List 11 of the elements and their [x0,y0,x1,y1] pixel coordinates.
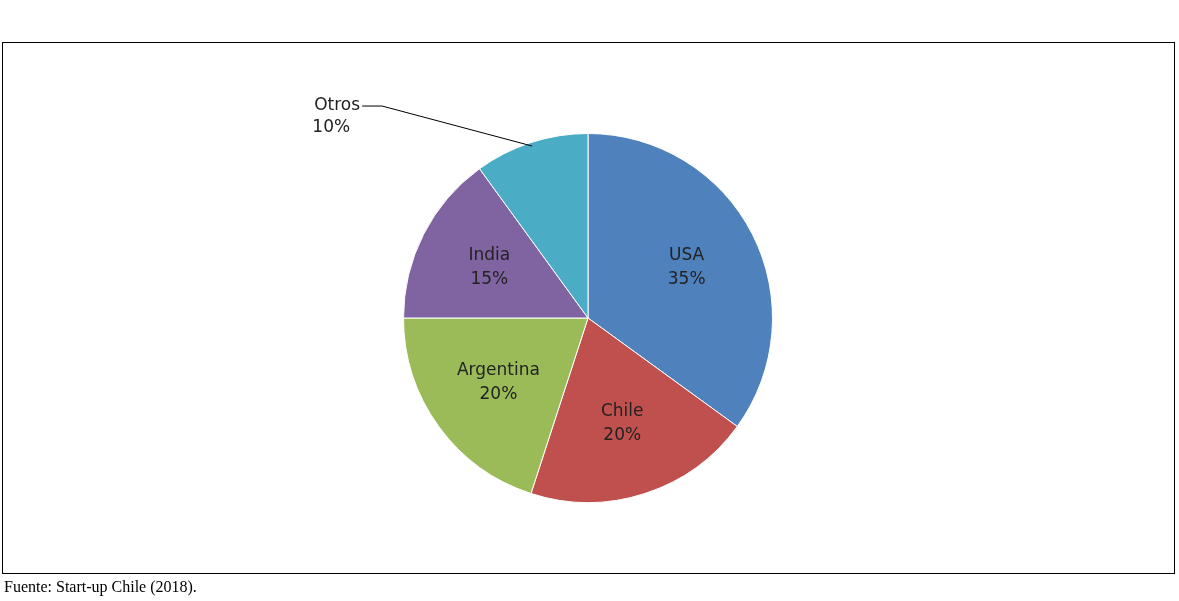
slice-label: India [468,244,511,265]
slice-label: Otros [314,94,361,115]
data-label: 35% [667,268,706,289]
slice-label: Chile [600,399,644,420]
slice-label: USA [669,244,705,265]
slice-label: Argentina [456,359,540,380]
data-label: 20% [479,383,518,404]
data-label: 15% [470,268,509,289]
data-label: 10% [312,116,351,137]
source-note: Fuente: Start-up Chile (2018). [4,578,197,596]
data-label: 20% [603,423,642,444]
